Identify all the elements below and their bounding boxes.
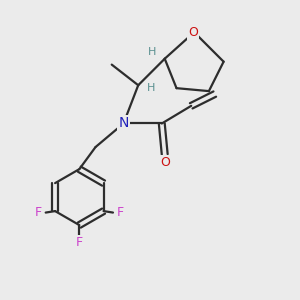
Text: N: N bbox=[118, 116, 129, 130]
Text: F: F bbox=[117, 206, 124, 219]
Text: F: F bbox=[34, 206, 42, 219]
Text: H: H bbox=[148, 47, 157, 57]
Text: O: O bbox=[188, 26, 198, 39]
Text: O: O bbox=[160, 156, 170, 169]
Text: H: H bbox=[147, 83, 156, 93]
Text: F: F bbox=[76, 236, 83, 249]
